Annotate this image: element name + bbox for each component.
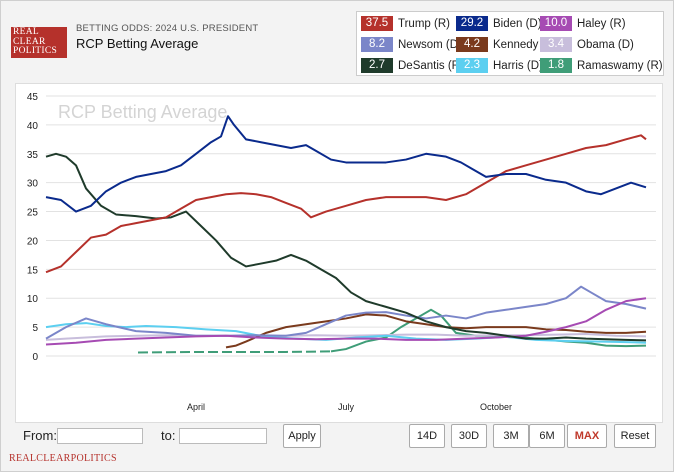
legend-label: Haley (R)	[577, 17, 626, 30]
logo-line-1: REAL	[13, 27, 40, 37]
legend-label: Trump (R)	[398, 17, 450, 30]
legend-label: Newsom (D)	[398, 38, 462, 51]
legend-item[interactable]: 29.2 Biden (D)	[456, 15, 542, 32]
chart-watermark: RCP Betting Average	[58, 102, 227, 122]
logo-line-3: POLITICS	[13, 46, 58, 57]
range-button-3m[interactable]: 3M	[493, 424, 529, 448]
from-date-input[interactable]	[57, 428, 143, 444]
legend-value: 2.7	[361, 58, 393, 73]
y-tick-label: 30	[27, 179, 39, 190]
legend-label: Ramaswamy (R)	[577, 59, 663, 72]
chart-area: 0 5 10 15 20 25 30 35 40 45 RCP Betting Average Apr…	[15, 83, 663, 423]
legend-value: 10.0	[540, 16, 572, 31]
y-tick-label: 20	[27, 236, 39, 247]
to-label: to:	[161, 428, 176, 443]
y-tick-label: 10	[27, 294, 39, 305]
y-tick-label: 45	[27, 92, 39, 103]
legend-label: Biden (D)	[493, 17, 542, 30]
legend-value: 3.4	[540, 37, 572, 52]
legend-label: Obama (D)	[577, 38, 634, 51]
y-tick-label: 5	[32, 323, 38, 334]
series-line-biden-d	[45, 115, 647, 213]
range-button-max[interactable]: MAX	[567, 424, 607, 448]
legend-label: Harris (D)	[493, 59, 543, 72]
chart-legend: 37.5 Trump (R) 29.2 Biden (D) 10.0 Haley (R) 8…	[356, 11, 664, 76]
legend-value: 37.5	[361, 16, 393, 31]
line-chart: 0 5 10 15 20 25 30 35 40 45 RCP Betting Average Apr…	[27, 92, 656, 412]
x-tick-label: October	[480, 402, 512, 412]
footer-brand: REALCLEARPOLITICS	[9, 453, 117, 464]
series-line-haley-r	[45, 297, 647, 346]
legend-item[interactable]: 3.4 Obama (D)	[540, 36, 634, 53]
rcp-logo: REAL CLEAR POLITICS	[11, 27, 67, 58]
to-date-input[interactable]	[179, 428, 267, 444]
legend-item[interactable]: 37.5 Trump (R)	[361, 15, 450, 32]
y-tick-label: 40	[27, 121, 39, 132]
legend-value: 4.2	[456, 37, 488, 52]
range-button-30d[interactable]: 30D	[451, 424, 487, 448]
legend-item[interactable]: 4.2 Kennedy (I)	[456, 36, 552, 53]
legend-item[interactable]: 2.3 Harris (D)	[456, 57, 543, 74]
x-tick-label: April	[187, 402, 205, 412]
legend-label: Kennedy (I)	[493, 38, 553, 51]
legend-item[interactable]: 8.2 Newsom (D)	[361, 36, 462, 53]
series-line-trump-r	[45, 134, 647, 274]
chart-title: RCP Betting Average	[76, 36, 199, 51]
legend-value: 8.2	[361, 37, 393, 52]
range-button-6m[interactable]: 6M	[529, 424, 565, 448]
legend-value: 2.3	[456, 58, 488, 73]
chart-subhead: BETTING ODDS: 2024 U.S. PRESIDENT	[76, 23, 259, 34]
series-line-obama-d	[45, 333, 647, 341]
series-line-ramaswamy-r-dashed	[137, 350, 332, 354]
legend-label: DeSantis (R)	[398, 59, 464, 72]
legend-value: 1.8	[540, 58, 572, 73]
series-line-harris-d	[45, 322, 647, 344]
legend-value: 29.2	[456, 16, 488, 31]
date-range-controls: From: to: Apply 14D 30D 3M 6M MAX Reset	[15, 422, 661, 450]
series-line-kennedy-i	[225, 313, 647, 349]
legend-item[interactable]: 10.0 Haley (R)	[540, 15, 626, 32]
range-button-14d[interactable]: 14D	[409, 424, 445, 448]
y-tick-label: 25	[27, 208, 39, 219]
logo-line-2: CLEAR	[13, 36, 46, 47]
y-tick-label: 35	[27, 150, 39, 161]
reset-button[interactable]: Reset	[614, 424, 656, 448]
legend-item[interactable]: 1.8 Ramaswamy (R)	[540, 57, 663, 74]
x-tick-label: July	[338, 402, 355, 412]
y-tick-label: 0	[32, 352, 38, 363]
y-tick-label: 15	[27, 265, 39, 276]
from-label: From:	[23, 428, 57, 443]
series-line-newsom-d	[45, 285, 647, 340]
apply-button[interactable]: Apply	[283, 424, 321, 448]
legend-item[interactable]: 2.7 DeSantis (R)	[361, 57, 464, 74]
series-line-desantis-r	[45, 152, 647, 342]
